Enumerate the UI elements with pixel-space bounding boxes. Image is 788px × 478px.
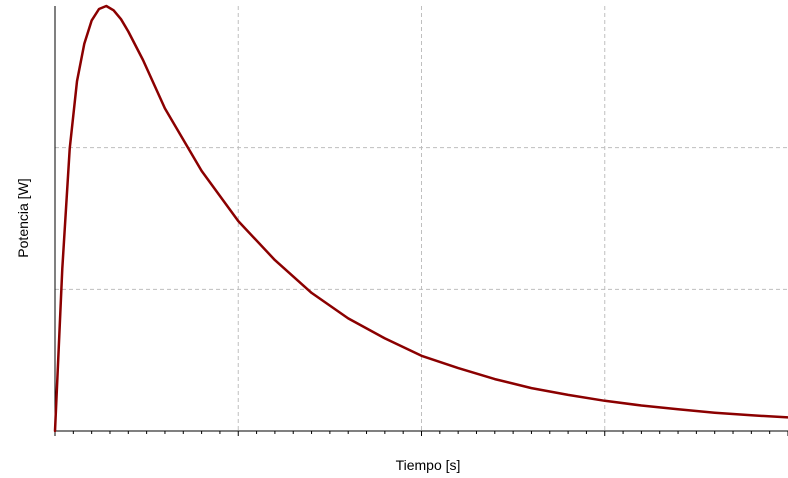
- x-axis-ticks: [54, 431, 788, 436]
- x-axis-label: Tiempo [s]: [396, 457, 461, 473]
- y-axis-label: Potencia [W]: [15, 178, 31, 257]
- grid: [55, 6, 788, 431]
- series-group: [53, 4, 788, 433]
- power-curve-line: [53, 4, 788, 433]
